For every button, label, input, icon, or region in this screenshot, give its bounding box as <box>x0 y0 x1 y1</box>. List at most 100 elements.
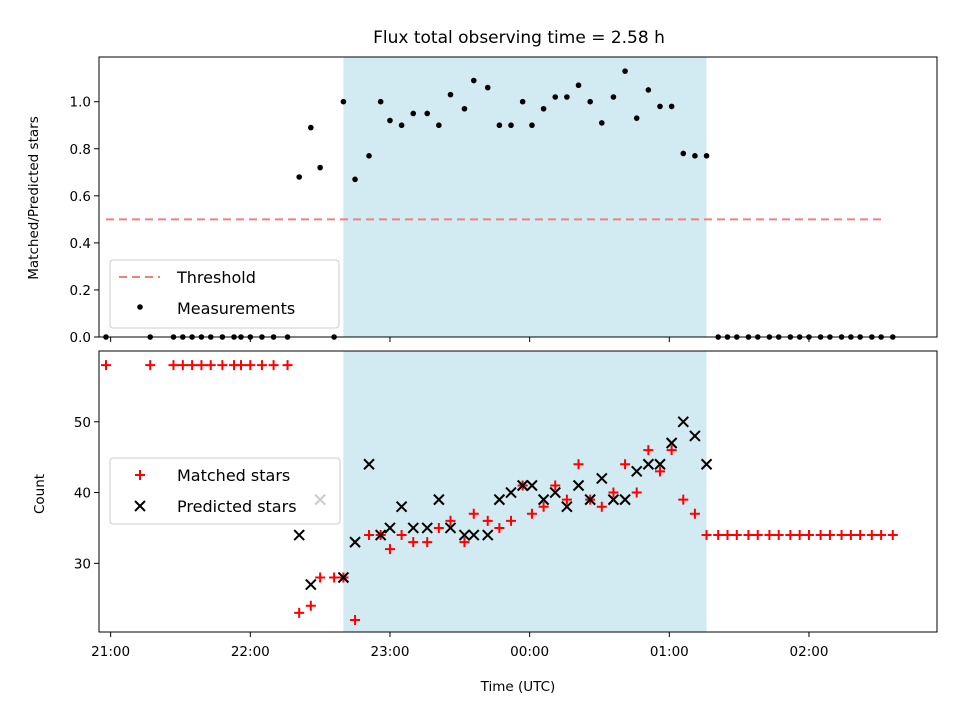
matched-star-point <box>803 530 814 541</box>
measurement-point <box>470 77 477 84</box>
measurement-point <box>599 120 605 126</box>
measurement-point <box>308 124 314 131</box>
predicted-star-point <box>505 486 517 499</box>
matched-star-point <box>538 501 549 512</box>
predicted-star-point <box>619 493 631 506</box>
matched-star-point <box>785 530 796 541</box>
matched-star-point <box>187 360 198 371</box>
matched-star-point <box>701 530 712 541</box>
matched-star-point <box>177 360 188 371</box>
measurement-point <box>703 153 710 159</box>
matched-star-point <box>217 360 228 371</box>
matched-star-point <box>468 508 479 519</box>
top-y-tick-label: 0.4 <box>70 236 91 252</box>
measurement-point <box>317 164 323 171</box>
measurement-point <box>340 98 347 105</box>
legend-measurements-swatch <box>137 304 143 310</box>
matched-star-point <box>459 537 470 548</box>
measurement-point <box>575 82 582 89</box>
matched-star-point <box>256 360 267 371</box>
predicted-star-point <box>482 529 494 541</box>
predicted-star-point <box>584 493 596 506</box>
bottom-legend-frame <box>109 457 341 525</box>
top-y-axis-label: Matched/Predicted stars <box>26 116 42 279</box>
measurement-point <box>519 98 526 105</box>
predicted-star-point <box>642 458 655 470</box>
measurement-point <box>692 153 698 159</box>
predicted-star-point <box>444 522 457 534</box>
predicted-star-point <box>407 522 419 534</box>
legend-measurements-label: Measurements <box>177 299 295 318</box>
predicted-star-point <box>561 501 573 513</box>
predicted-star-point <box>293 529 305 541</box>
measurement-point <box>352 176 358 183</box>
matched-star-point <box>433 522 444 533</box>
matched-star-point <box>268 360 279 371</box>
matched-star-point <box>100 360 111 371</box>
matched-star-point <box>561 494 572 505</box>
predicted-star-point <box>433 493 445 506</box>
predicted-star-point <box>305 578 317 591</box>
bottom-x-tick-label: 02:00 <box>790 644 829 660</box>
measurement-point <box>645 87 652 93</box>
legend-matched-label: Matched stars <box>177 466 290 485</box>
matched-star-point <box>205 360 216 371</box>
top-y-tick-label: 1.0 <box>70 95 91 111</box>
matched-star-point <box>422 537 433 548</box>
top-y-tick-label: 0.2 <box>70 283 91 299</box>
predicted-star-point <box>384 522 396 534</box>
matched-star-point <box>282 360 293 371</box>
matched-star-point <box>752 530 763 541</box>
predicted-star-point <box>572 479 585 492</box>
predicted-star-point <box>349 536 361 548</box>
measurement-point <box>633 115 640 121</box>
measurement-point <box>540 105 547 112</box>
predicted-star-point <box>700 458 713 470</box>
matched-star-point <box>678 494 689 505</box>
x-axis-label: Time (UTC) <box>480 679 556 695</box>
measurement-point <box>387 117 393 124</box>
matched-star-point <box>764 530 775 541</box>
predicted-star-point <box>677 416 689 428</box>
matched-star-point <box>482 515 493 526</box>
measurement-point <box>529 122 535 129</box>
matched-star-point <box>845 530 856 541</box>
top-legend: Threshold Measurements <box>109 259 340 329</box>
measurement-point <box>447 91 454 98</box>
legend-predicted-label: Predicted stars <box>177 497 297 516</box>
matched-star-point <box>855 530 866 541</box>
chart-title: Flux total observing time = 2.58 h <box>373 28 665 48</box>
matched-star-point <box>824 530 835 541</box>
matched-star-point <box>836 530 847 541</box>
measurement-point <box>552 94 559 100</box>
matched-star-point <box>364 530 375 541</box>
measurement-point <box>366 153 372 159</box>
predicted-star-point <box>689 430 701 442</box>
measurement-point <box>564 94 570 100</box>
matched-star-point <box>743 530 754 541</box>
bottom-y-tick-label: 50 <box>74 415 91 431</box>
measurement-point <box>436 122 442 129</box>
matched-star-point <box>168 360 179 371</box>
predicted-star-point <box>654 458 666 470</box>
top-y-tick-label: 0.8 <box>70 142 91 158</box>
top-axes-frame <box>98 56 938 338</box>
measurement-point <box>680 150 687 157</box>
predicted-star-point <box>458 529 471 541</box>
predicted-star-point <box>374 529 387 541</box>
matched-star-point <box>876 530 887 541</box>
predicted-star-point <box>665 437 678 449</box>
bottom-highlight-span <box>343 351 707 632</box>
matched-star-point <box>384 544 395 555</box>
bottom-y-axis-label: Count <box>32 474 48 514</box>
bottom-y-tick-label: 30 <box>74 556 91 572</box>
predicted-star-point <box>395 501 408 513</box>
matched-star-point <box>643 445 654 456</box>
matched-star-point <box>294 607 305 618</box>
matched-star-point <box>350 614 361 625</box>
matched-star-point <box>596 501 607 512</box>
matched-star-point <box>396 530 407 541</box>
bottom-x-tick-label: 01:00 <box>650 644 689 660</box>
top-legend-frame <box>109 259 340 329</box>
